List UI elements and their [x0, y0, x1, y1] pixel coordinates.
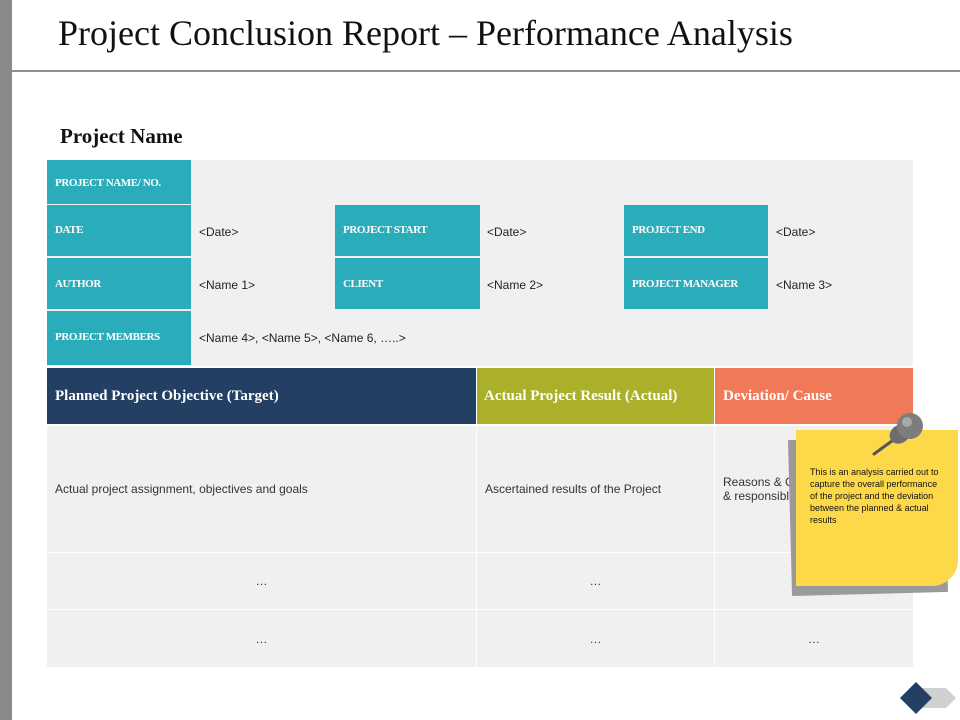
project-manager-label: PROJECT MANAGER: [624, 258, 768, 309]
row1-deviation-text-2: & responsible: [723, 489, 796, 503]
sticky-note: This is an analysis carried out to captu…: [796, 430, 958, 586]
project-start-value: <Date>: [487, 225, 527, 239]
header-deviation-cause: Deviation/ Cause: [715, 368, 913, 424]
row3-planned-cell: …: [47, 610, 476, 667]
project-name-label: PROJECT NAME/ NO.: [47, 160, 191, 204]
next-slide-icon[interactable]: [896, 680, 960, 716]
section-title: Project Name: [60, 124, 183, 148]
row1-planned-text: Actual project assignment, objectives an…: [55, 482, 308, 496]
row2-actual-text: …: [589, 574, 602, 588]
project-end-label: PROJECT END: [624, 205, 768, 256]
row2-planned-cell: …: [47, 553, 476, 609]
push-pin-icon: [872, 413, 923, 456]
date-value: <Date>: [199, 225, 239, 239]
client-value: <Name 2>: [487, 278, 544, 292]
header-planned-objective: Planned Project Objective (Target): [47, 368, 476, 424]
project-members-label: PROJECT MEMBERS: [47, 311, 191, 365]
row1-actual-text: Ascertained results of the Project: [485, 482, 662, 496]
row3-actual-text: …: [589, 631, 602, 646]
row3-actual-cell: …: [477, 610, 714, 667]
project-info-panel: [47, 160, 913, 366]
row2-actual-cell: …: [477, 553, 714, 609]
sticky-note-text: This is an analysis carried out to captu…: [810, 467, 939, 525]
row3-deviation-text: …: [808, 631, 820, 646]
project-manager-value: <Name 3>: [776, 278, 833, 292]
page-title: Project Conclusion Report – Performance …: [58, 13, 793, 53]
header-actual-result: Actual Project Result (Actual): [477, 368, 714, 424]
project-start-label: PROJECT START: [335, 205, 480, 256]
client-label: CLIENT: [335, 258, 480, 309]
author-label: AUTHOR: [47, 258, 191, 309]
row1-deviation-text-1: Reasons & C: [723, 475, 794, 489]
row2-planned-text: …: [255, 574, 268, 588]
author-value: <Name 1>: [199, 278, 256, 292]
date-label: DATE: [47, 205, 191, 256]
row3-planned-text: …: [255, 631, 268, 646]
project-members-value: <Name 4>, <Name 5>, <Name 6, …..>: [199, 331, 406, 345]
row1-planned-cell: Actual project assignment, objectives an…: [47, 426, 476, 552]
row1-actual-cell: Ascertained results of the Project: [477, 426, 714, 552]
left-accent-bar: [0, 0, 12, 720]
project-end-value: <Date>: [776, 225, 816, 239]
title-divider: [12, 70, 960, 72]
row3-deviation-cell: …: [715, 610, 913, 667]
